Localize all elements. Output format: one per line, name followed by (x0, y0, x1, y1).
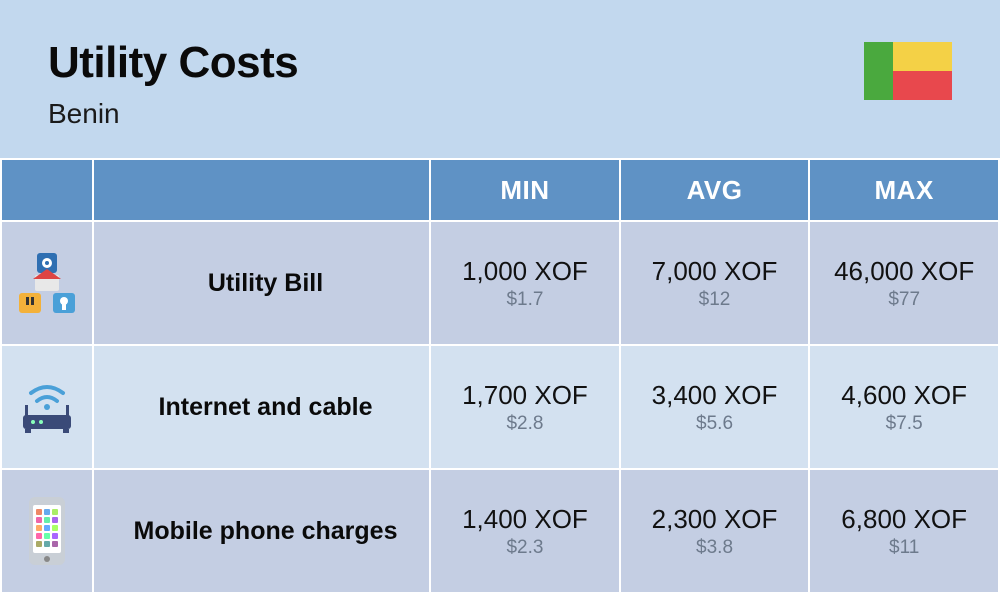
cell-min: 1,700 XOF $2.8 (430, 345, 620, 469)
cell-max: 46,000 XOF $77 (809, 221, 999, 345)
header-text: Utility Costs Benin (48, 38, 298, 130)
value-primary: 1,700 XOF (431, 380, 619, 411)
page-subtitle: Benin (48, 98, 298, 130)
table-row: Mobile phone charges 1,400 XOF $2.3 2,30… (1, 469, 999, 593)
value-primary: 2,300 XOF (621, 504, 809, 535)
cell-label: Utility Bill (93, 221, 430, 345)
header: Utility Costs Benin (0, 0, 1000, 158)
cell-avg: 3,400 XOF $5.6 (620, 345, 810, 469)
th-empty-icon (1, 159, 93, 221)
table-row: Utility Bill 1,000 XOF $1.7 7,000 XOF $1… (1, 221, 999, 345)
value-primary: 1,000 XOF (431, 256, 619, 287)
cell-icon (1, 221, 93, 345)
value-primary: 4,600 XOF (810, 380, 998, 411)
page: Utility Costs Benin MIN AVG MAX (0, 0, 1000, 594)
table-head: MIN AVG MAX (1, 159, 999, 221)
table-header-row: MIN AVG MAX (1, 159, 999, 221)
value-primary: 3,400 XOF (621, 380, 809, 411)
flag-top-stripe (893, 42, 952, 71)
value-primary: 1,400 XOF (431, 504, 619, 535)
value-secondary: $7.5 (810, 413, 998, 435)
th-empty-label (93, 159, 430, 221)
th-min: MIN (430, 159, 620, 221)
value-primary: 6,800 XOF (810, 504, 998, 535)
value-secondary: $77 (810, 289, 998, 311)
cell-avg: 7,000 XOF $12 (620, 221, 810, 345)
cell-min: 1,000 XOF $1.7 (430, 221, 620, 345)
cell-max: 4,600 XOF $7.5 (809, 345, 999, 469)
value-primary: 7,000 XOF (621, 256, 809, 287)
page-title: Utility Costs (48, 38, 298, 88)
flag-right (893, 42, 952, 100)
cell-icon (1, 469, 93, 593)
value-secondary: $1.7 (431, 289, 619, 311)
router-icon (15, 375, 79, 439)
cell-min: 1,400 XOF $2.3 (430, 469, 620, 593)
cell-icon (1, 345, 93, 469)
cell-max: 6,800 XOF $11 (809, 469, 999, 593)
th-max: MAX (809, 159, 999, 221)
value-secondary: $5.6 (621, 413, 809, 435)
cell-label: Mobile phone charges (93, 469, 430, 593)
value-secondary: $2.8 (431, 413, 619, 435)
table-row: Internet and cable 1,700 XOF $2.8 3,400 … (1, 345, 999, 469)
value-secondary: $2.3 (431, 537, 619, 559)
th-avg: AVG (620, 159, 810, 221)
flag-icon (864, 42, 952, 100)
table-body: Utility Bill 1,000 XOF $1.7 7,000 XOF $1… (1, 221, 999, 593)
phone-icon (23, 495, 71, 567)
value-secondary: $12 (621, 289, 809, 311)
utility-icon (15, 251, 79, 315)
cell-label: Internet and cable (93, 345, 430, 469)
cost-table: MIN AVG MAX (0, 158, 1000, 594)
flag-left-stripe (864, 42, 893, 100)
value-secondary: $3.8 (621, 537, 809, 559)
flag-bottom-stripe (893, 71, 952, 100)
value-secondary: $11 (810, 537, 998, 559)
cell-avg: 2,300 XOF $3.8 (620, 469, 810, 593)
value-primary: 46,000 XOF (810, 256, 998, 287)
